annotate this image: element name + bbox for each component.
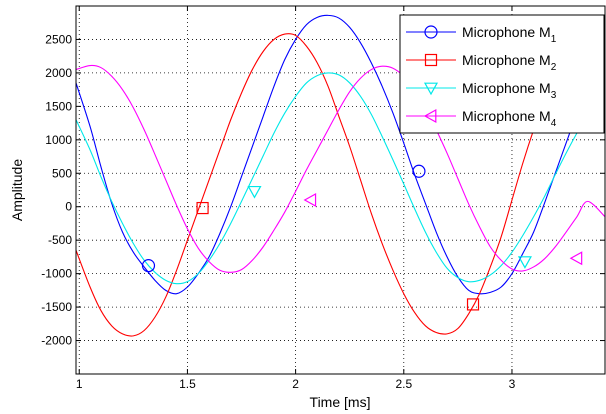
- legend-label-m4: Microphone M4: [462, 108, 557, 129]
- y-tick-label: 2500: [45, 32, 72, 46]
- y-tick-label: -1000: [41, 267, 72, 281]
- legend-marker-m4: [423, 108, 437, 124]
- legend-marker-m1: [424, 25, 438, 39]
- y-tick-label: -2000: [41, 334, 72, 348]
- series-marker-m3: [247, 185, 262, 199]
- axis-ticks: 1 1.5 2 2.5 3 -2000 -1500 -1000 -500 0 500 1000 1500…: [41, 6, 605, 391]
- y-axis-label: Amplitude: [9, 159, 25, 221]
- x-tick-label: 1.5: [179, 377, 196, 391]
- series-marker-m1: [141, 259, 156, 273]
- series-lines: [76, 14, 605, 337]
- series-marker-m2: [466, 298, 480, 311]
- legend: Microphone M1 Microphone M2 Microphone M3 M…: [399, 14, 605, 134]
- series-line-m3: [76, 72, 605, 285]
- legend-box: [399, 14, 605, 134]
- y-tick-label: -1500: [41, 300, 72, 314]
- x-axis-label: Time [ms]: [310, 394, 371, 410]
- y-tick-label: 1000: [45, 133, 72, 147]
- x-tick-label: 2.5: [395, 377, 412, 391]
- series-marker-m4: [303, 193, 317, 208]
- y-tick-label: 1500: [45, 99, 72, 113]
- legend-label-m2: Microphone M2: [462, 52, 557, 73]
- series-line-m1: [76, 14, 605, 295]
- series-markers: [141, 164, 583, 311]
- y-tick-label: 2000: [45, 66, 72, 80]
- series-marker-m4: [569, 251, 583, 266]
- series-marker-m1: [412, 164, 426, 178]
- y-tick-label: 0: [65, 200, 72, 214]
- x-tick-label: 2: [292, 377, 299, 391]
- series-marker-m3: [517, 256, 532, 269]
- legend-label-m1: Microphone M1: [462, 24, 557, 45]
- series-line-m2: [76, 33, 605, 337]
- x-tick-label: 1: [76, 377, 83, 391]
- legend-marker-m3: [423, 82, 439, 96]
- legend-label-m3: Microphone M3: [462, 80, 557, 101]
- y-tick-label: -500: [48, 233, 72, 247]
- plot-frame: [75, 5, 606, 375]
- x-tick-label: 3: [509, 377, 516, 391]
- series-marker-m2: [196, 201, 209, 215]
- legend-marker-m2: [424, 53, 438, 67]
- series-line-m4: [76, 64, 605, 273]
- y-tick-label: 500: [52, 166, 72, 180]
